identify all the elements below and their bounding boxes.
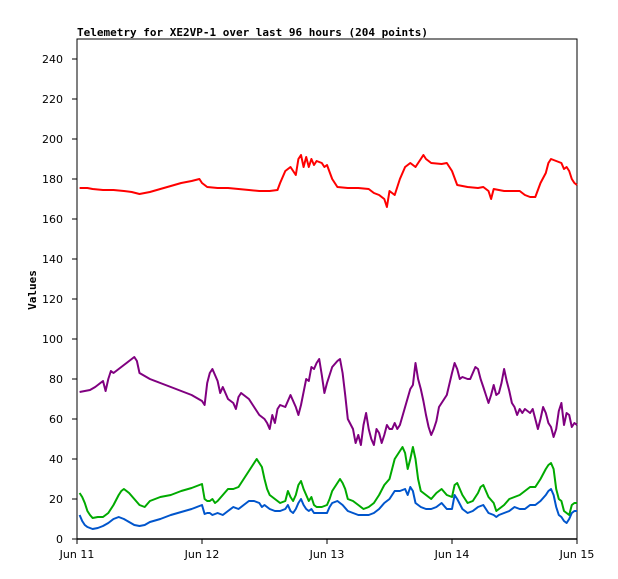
y-tick-label: 20: [49, 493, 63, 506]
y-tick-label: 100: [42, 333, 63, 346]
y-tick-label: 40: [49, 453, 63, 466]
plot-area: [76, 38, 578, 540]
y-tick-label: 180: [42, 173, 63, 186]
chart-title: Telemetry for XE2VP-1 over last 96 hours…: [77, 26, 428, 39]
series-group: [78, 154, 578, 530]
x-tick-label: Jun 13: [309, 548, 345, 561]
series-line-2: [79, 356, 578, 446]
series-line-4: [78, 486, 577, 530]
y-tick-label: 120: [42, 293, 63, 306]
x-tick-label: Jun 11: [59, 548, 95, 561]
series-line-1: [79, 154, 578, 208]
y-tick-label: 80: [49, 373, 63, 386]
y-tick-label: 0: [56, 533, 63, 546]
y-tick-label: 200: [42, 133, 63, 146]
y-tick-label: 220: [42, 93, 63, 106]
y-axis-label: Values: [26, 270, 39, 310]
y-axis: 0 20 40 60 80 100 120 140 160 180 200 220 240: [42, 53, 77, 546]
series-line-3: [78, 446, 577, 519]
x-tick-label: Jun 12: [184, 548, 220, 561]
y-tick-label: 140: [42, 253, 63, 266]
x-axis: Jun 11 Jun 12 Jun 13 Jun 14 Jun 15: [59, 539, 595, 561]
y-tick-label: 240: [42, 53, 63, 66]
x-tick-label: Jun 14: [434, 548, 470, 561]
y-tick-label: 60: [49, 413, 63, 426]
x-tick-label: Jun 15: [559, 548, 595, 561]
y-tick-label: 160: [42, 213, 63, 226]
